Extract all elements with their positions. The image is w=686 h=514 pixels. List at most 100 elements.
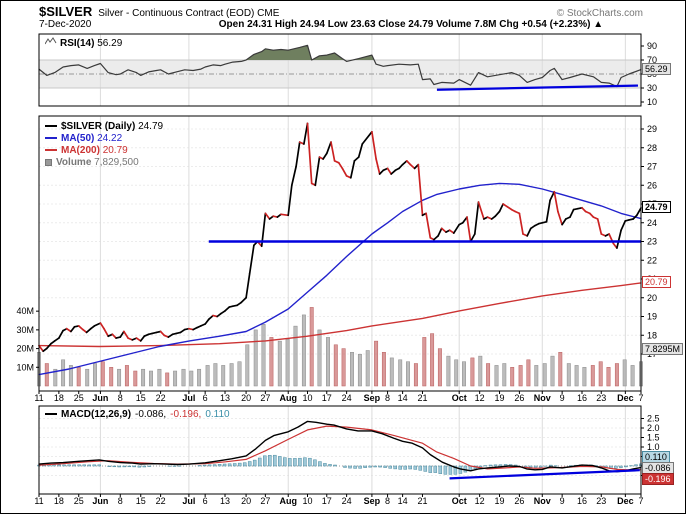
svg-text:Jul: Jul [182, 496, 195, 506]
macd-hist-value: 0.110 [205, 409, 230, 420]
quote-date: 7-Dec-2020 [39, 19, 92, 30]
svg-text:25: 25 [74, 496, 84, 506]
svg-text:24: 24 [342, 496, 352, 506]
svg-text:Oct: Oct [452, 393, 467, 403]
svg-text:Oct: Oct [452, 496, 467, 506]
svg-text:8: 8 [385, 393, 390, 403]
quote-row: 7-Dec-2020 Open 24.31 High 24.94 Low 23.… [1, 19, 685, 33]
svg-text:20: 20 [647, 293, 657, 303]
svg-text:16: 16 [577, 393, 587, 403]
svg-text:16: 16 [577, 496, 587, 506]
svg-text:18: 18 [647, 330, 657, 340]
svg-text:Dec: Dec [617, 393, 634, 403]
svg-text:6: 6 [203, 393, 208, 403]
svg-text:19: 19 [495, 393, 505, 403]
svg-text:22: 22 [156, 393, 166, 403]
svg-text:90: 90 [647, 41, 657, 51]
volume-last-value-box: 7.8295M [642, 343, 684, 355]
svg-text:2.0: 2.0 [647, 423, 660, 433]
svg-text:8: 8 [118, 496, 123, 506]
svg-text:40M: 40M [16, 306, 34, 316]
svg-text:25: 25 [74, 393, 84, 403]
svg-text:15: 15 [136, 496, 146, 506]
svg-text:27: 27 [260, 393, 270, 403]
svg-text:13: 13 [220, 393, 230, 403]
macd-signal-line [38, 425, 642, 471]
svg-text:10: 10 [302, 496, 312, 506]
svg-text:Jul: Jul [182, 393, 195, 403]
macd-legend-label: MACD(12,26,9) [61, 409, 132, 420]
macd-histogram [37, 454, 643, 475]
svg-text:6: 6 [203, 496, 208, 506]
svg-text:15: 15 [136, 393, 146, 403]
svg-text:30: 30 [647, 83, 657, 93]
macd-line-swatch [45, 413, 57, 416]
macd-line [38, 420, 642, 473]
svg-text:29: 29 [647, 124, 657, 134]
svg-text:7: 7 [638, 496, 643, 506]
ma50-line-swatch [45, 137, 57, 140]
svg-text:30M: 30M [16, 325, 34, 335]
macd-legend: MACD(12,26,9) -0.086, -0.196, 0.110 [45, 409, 230, 420]
svg-text:9: 9 [560, 496, 565, 506]
rsi-overbought-fill [39, 45, 641, 60]
svg-text:Aug: Aug [279, 393, 297, 403]
svg-text:13: 13 [220, 496, 230, 506]
volume-bars [37, 307, 643, 387]
rsi-trendline [436, 84, 639, 91]
rsi-icon [44, 37, 57, 45]
svg-text:11: 11 [34, 393, 43, 403]
svg-text:17: 17 [322, 393, 332, 403]
symbol: $SILVER [39, 4, 93, 19]
price-line-swatch [45, 125, 57, 128]
legend-item-ma50: MA(50) 24.22 [45, 133, 163, 145]
ma200-line [38, 282, 642, 348]
svg-text:18: 18 [54, 496, 64, 506]
svg-text:Sep: Sep [364, 496, 381, 506]
ma200-line-swatch [45, 149, 57, 152]
svg-text:Aug: Aug [279, 496, 297, 506]
svg-text:8: 8 [385, 496, 390, 506]
quote-summary: Open 24.31 High 24.94 Low 23.63 Close 24… [218, 19, 604, 30]
date-axis-main: 11 18 25 Jun 8 15 22 Jul 6 13 20 27 Aug 10 17 24 Sep 8 14 2… [34, 391, 644, 403]
svg-text:26: 26 [647, 180, 657, 190]
svg-text:Jun: Jun [92, 496, 108, 506]
rsi-last-value-box: 56.29 [642, 63, 671, 75]
ma200-last-value-box: 20.79 [642, 276, 671, 288]
svg-text:20: 20 [241, 393, 251, 403]
svg-text:22: 22 [647, 255, 657, 265]
macd-signal-value: -0.196, [170, 409, 202, 420]
svg-text:23: 23 [596, 496, 606, 506]
svg-text:14: 14 [398, 393, 408, 403]
rsi-legend: RSI(14) 56.29 [44, 37, 123, 49]
symbol-description: Silver - Continuous Contract (EOD) CME [98, 8, 280, 19]
svg-text:Dec: Dec [617, 496, 634, 506]
rsi-legend-value: 56.29 [97, 38, 123, 49]
svg-text:26: 26 [514, 496, 524, 506]
svg-text:24: 24 [647, 218, 657, 228]
svg-text:20M: 20M [16, 344, 34, 354]
volume-swatch [45, 158, 52, 166]
svg-text:27: 27 [647, 162, 657, 172]
svg-text:Nov: Nov [534, 496, 551, 506]
svg-text:10: 10 [302, 393, 312, 403]
rsi-panel: 9070503010 [38, 33, 657, 107]
legend-item-price: $SILVER (Daily) 24.79 [45, 121, 163, 133]
svg-text:14: 14 [398, 496, 408, 506]
svg-text:Jun: Jun [92, 393, 108, 403]
svg-text:7: 7 [638, 393, 643, 403]
svg-text:22: 22 [156, 496, 166, 506]
ma50-line [38, 182, 642, 376]
svg-text:12: 12 [475, 496, 485, 506]
rsi-legend-label: RSI(14) [60, 38, 95, 49]
svg-text:23: 23 [647, 237, 657, 247]
svg-text:10: 10 [647, 97, 657, 107]
svg-text:26: 26 [514, 393, 524, 403]
legend-item-ma200: MA(200) 20.79 [45, 145, 163, 157]
svg-text:18: 18 [54, 393, 64, 403]
svg-text:21: 21 [417, 496, 427, 506]
rsi-line [38, 44, 642, 88]
svg-text:9: 9 [560, 393, 565, 403]
